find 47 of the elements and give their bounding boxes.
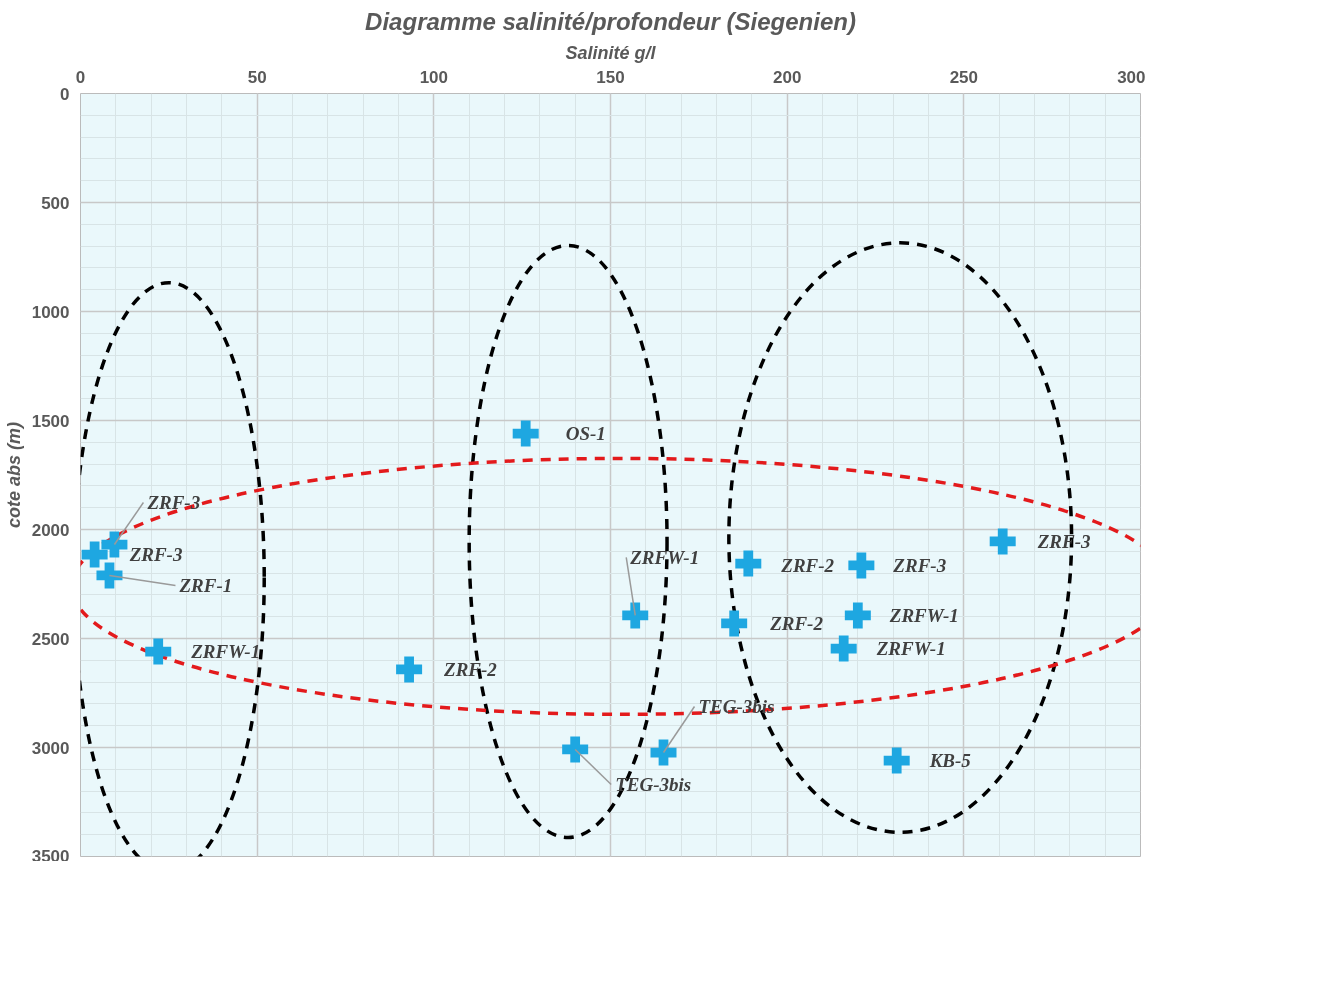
point: [650, 739, 677, 766]
annotation: ZRFW-1: [190, 641, 261, 663]
y-tick-label: 3000: [31, 738, 70, 758]
y-tick-label: 1500: [31, 411, 70, 431]
annotation: ZRFW-1: [888, 604, 959, 626]
x-tick-label: 100: [419, 67, 449, 87]
point: [512, 420, 539, 447]
y-tick-label: 0: [60, 84, 70, 104]
x-tick-label: 50: [247, 67, 267, 87]
point: [101, 531, 128, 558]
point: [989, 528, 1016, 555]
annotation: KB-5: [928, 750, 972, 772]
annotation: ZRFW-1: [875, 638, 946, 660]
point: [622, 602, 649, 629]
y-tick-label: 2500: [31, 629, 70, 649]
point: [848, 552, 875, 579]
point: [830, 635, 857, 662]
annotation: ZRF-2: [780, 555, 835, 577]
point: [396, 656, 423, 683]
point: [145, 638, 172, 665]
y-tick-label: 500: [41, 193, 70, 213]
x-tick-label: 250: [949, 67, 979, 87]
y-axis-title: cote abs (m): [3, 421, 24, 529]
annotation: ZRF-3: [892, 554, 947, 576]
point: [883, 747, 910, 774]
point: [735, 550, 762, 577]
x-axis-title: Salinité g/l: [565, 42, 657, 63]
annotation: ZRF-3: [128, 544, 183, 566]
x-tick-label: 200: [772, 67, 802, 87]
annotation: ZRFW-1: [629, 546, 700, 568]
x-tick-label: 300: [1117, 67, 1146, 87]
annotation: ZRF-3: [146, 492, 201, 514]
x-tick-label: 0: [75, 67, 86, 87]
point: [81, 541, 108, 568]
point: [844, 602, 871, 629]
annotation: TEG-3bis: [615, 773, 692, 795]
annotation: ZRF-2: [443, 658, 498, 680]
annotation: ZRF-2: [769, 612, 824, 634]
y-tick-label: 1000: [31, 302, 70, 322]
annotation: OS-1: [565, 423, 606, 445]
chart-title: Diagramme salinité/profondeur (Siegenien): [365, 7, 856, 35]
y-tick-label: 2000: [31, 520, 70, 540]
point: [721, 610, 748, 637]
y-tick-label: 3500: [31, 846, 70, 866]
x-tick-label: 150: [596, 67, 625, 87]
annotation: ZRF-1: [178, 575, 233, 596]
point: [562, 736, 589, 763]
